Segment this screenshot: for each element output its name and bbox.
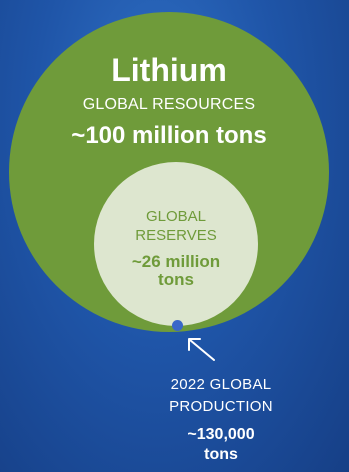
- global-resources-label: GLOBAL RESOURCES: [82, 96, 256, 113]
- global-resources-value: ~100 million tons: [71, 122, 267, 149]
- arrow-head: [188, 338, 201, 351]
- global-reserves-value: ~26 million tons: [94, 253, 258, 289]
- global-reserves-label-line2: RESERVES: [135, 227, 217, 244]
- global-reserves-value-line2: tons: [158, 270, 194, 289]
- arrow-pointer-icon: [188, 338, 215, 361]
- global-reserves-label-line1: GLOBAL: [145, 208, 207, 225]
- production-value: ~130,000 tons: [146, 425, 296, 465]
- global-reserves-circle: [94, 162, 258, 326]
- production-value-line1: ~130,000: [187, 426, 255, 443]
- production-label-line2: PRODUCTION: [169, 398, 273, 415]
- global-reserves-value-line1: ~26 million: [131, 252, 221, 271]
- lithium-title: Lithium: [111, 52, 227, 88]
- production-label: 2022 GLOBAL PRODUCTION: [146, 374, 296, 418]
- production-label-line1: 2022 GLOBAL: [170, 376, 272, 393]
- production-value-line2: tons: [204, 446, 238, 463]
- arrow-shaft: [189, 339, 215, 361]
- production-dot: [172, 320, 183, 331]
- global-reserves-label: GLOBAL RESERVES: [94, 207, 258, 245]
